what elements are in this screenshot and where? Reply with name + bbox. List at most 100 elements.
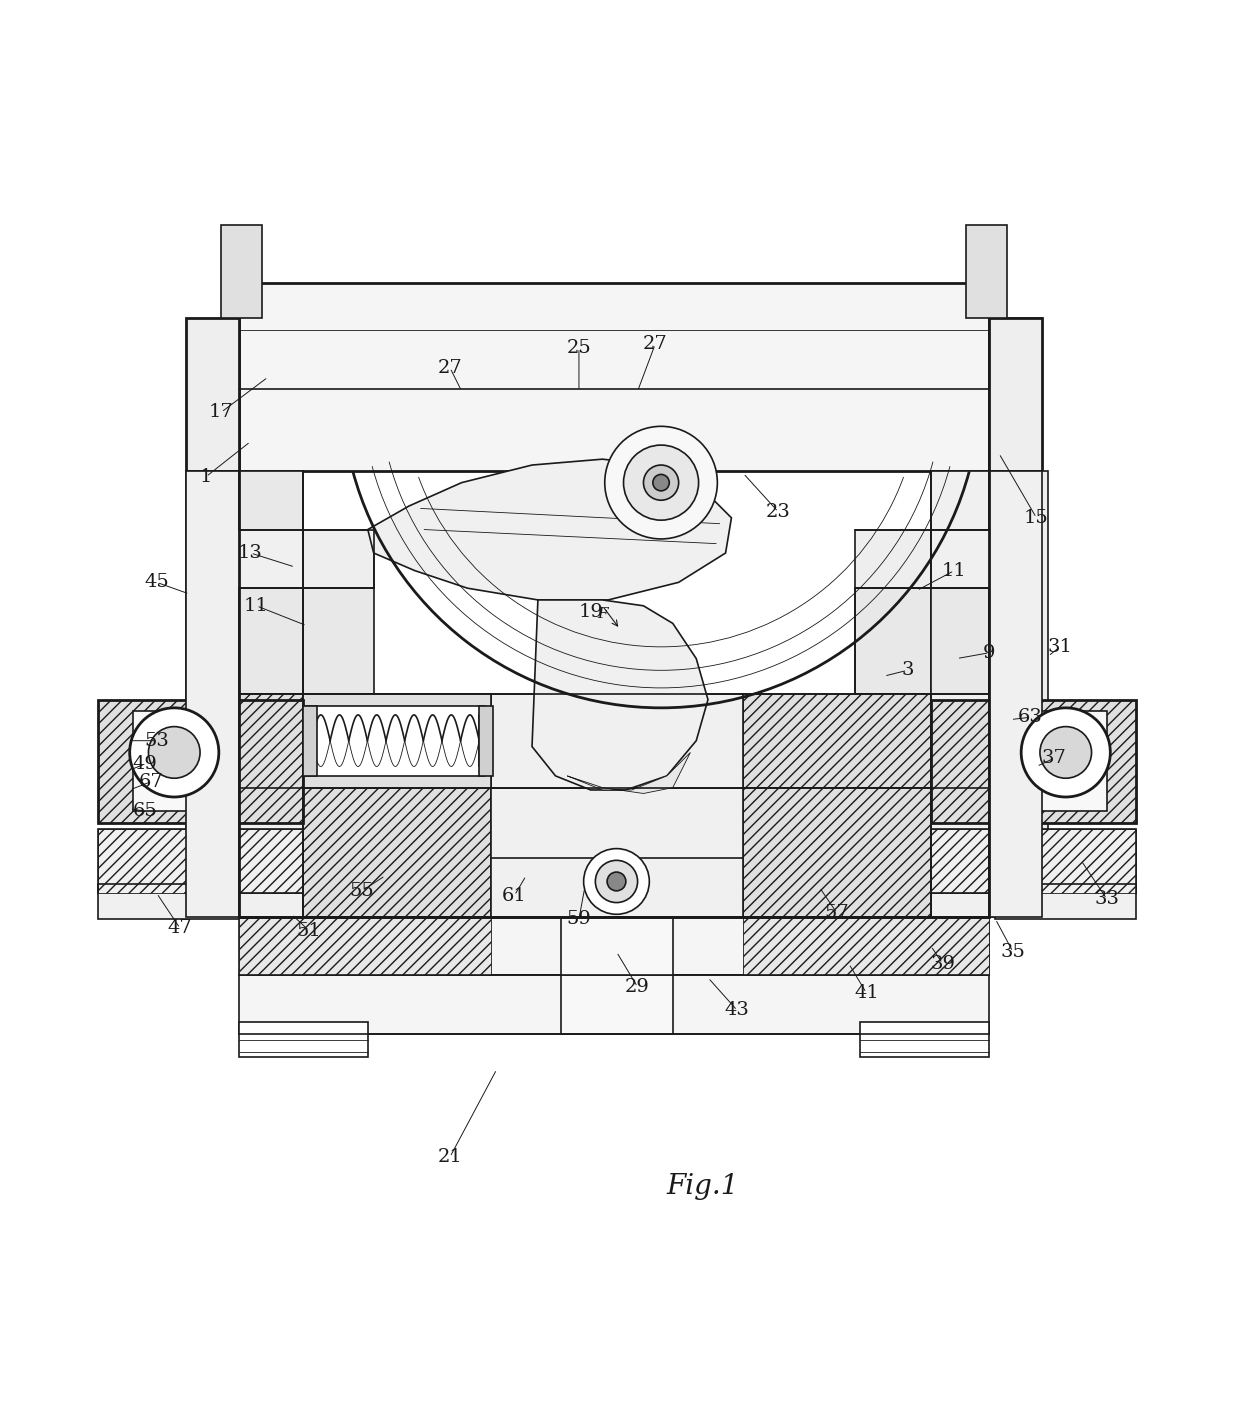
Text: 31: 31 [1048,638,1073,656]
Text: 21: 21 [438,1149,463,1165]
Bar [239,1022,368,1057]
Text: 13: 13 [238,545,263,562]
Bar [239,975,990,1034]
Bar [186,471,239,917]
Circle shape [149,727,200,779]
Text: F: F [598,607,608,621]
Text: 49: 49 [133,755,157,773]
Bar [186,319,239,471]
Circle shape [595,861,637,903]
Text: Fig.1: Fig.1 [666,1173,738,1199]
Bar [931,471,990,529]
Text: 65: 65 [133,801,157,820]
Text: 39: 39 [930,955,955,972]
Bar [743,787,931,917]
Circle shape [130,708,218,797]
Text: 23: 23 [766,502,791,521]
Bar [239,471,304,588]
Polygon shape [532,600,708,790]
Bar [931,471,996,917]
Text: 19: 19 [578,602,603,621]
Text: 37: 37 [1042,749,1066,768]
Bar [854,588,931,694]
Text: 35: 35 [1001,943,1025,961]
Bar [239,694,491,787]
Bar [996,471,1048,917]
Bar [304,706,317,776]
Bar [1013,711,1107,811]
Bar [479,706,494,776]
Text: 1: 1 [200,468,212,485]
Bar [98,828,304,893]
Bar [304,529,373,588]
Text: 47: 47 [167,920,192,937]
Text: 25: 25 [567,339,591,357]
Bar [861,1022,990,1057]
Bar [239,471,304,917]
Text: 27: 27 [438,358,463,377]
Bar [743,917,990,975]
Bar [931,529,990,588]
Text: 63: 63 [1018,708,1043,727]
Polygon shape [567,752,691,793]
Bar [931,588,990,694]
Bar [990,319,1043,471]
Text: 33: 33 [1095,890,1120,909]
Bar [996,883,1136,919]
Bar [854,529,931,588]
Text: 29: 29 [625,978,650,996]
Bar [491,694,743,787]
Text: 41: 41 [854,983,879,1002]
Bar [966,224,1007,319]
Circle shape [652,474,670,491]
Bar [221,224,262,319]
Text: 9: 9 [983,643,996,662]
Bar [133,711,221,811]
Bar [98,828,304,893]
Polygon shape [368,459,732,600]
Text: 57: 57 [825,904,849,923]
Bar [98,883,239,919]
Bar [239,588,304,694]
Text: 3: 3 [901,662,914,679]
Circle shape [605,426,718,539]
Bar [304,706,485,776]
Text: 15: 15 [1024,509,1049,526]
Bar [931,828,1136,893]
Bar [98,700,304,823]
Text: 11: 11 [244,597,269,615]
Bar [931,700,1136,823]
Bar [990,319,1043,471]
Circle shape [608,872,626,890]
Circle shape [624,444,698,521]
Circle shape [1022,708,1110,797]
Text: 53: 53 [144,732,169,749]
Polygon shape [186,471,304,917]
Polygon shape [931,471,1043,917]
Bar [239,917,990,975]
Bar [239,917,491,975]
Bar [239,284,990,471]
Text: 67: 67 [139,773,164,790]
Bar [304,694,491,787]
Text: 27: 27 [642,336,667,353]
Bar [491,787,743,917]
Circle shape [1040,727,1091,779]
Text: 55: 55 [350,882,374,900]
Text: 61: 61 [502,886,527,904]
Bar [304,694,491,787]
Text: 17: 17 [208,404,233,422]
Circle shape [584,848,650,914]
Bar [931,471,990,588]
Text: 43: 43 [725,1002,750,1020]
Text: 11: 11 [942,562,967,580]
Bar [562,917,673,1034]
Bar [931,828,1136,893]
Text: 51: 51 [296,921,321,940]
Circle shape [644,466,678,501]
Bar [743,694,931,787]
Bar [304,787,491,917]
Text: 59: 59 [567,910,591,928]
Text: 45: 45 [144,573,169,591]
Bar [304,588,373,694]
